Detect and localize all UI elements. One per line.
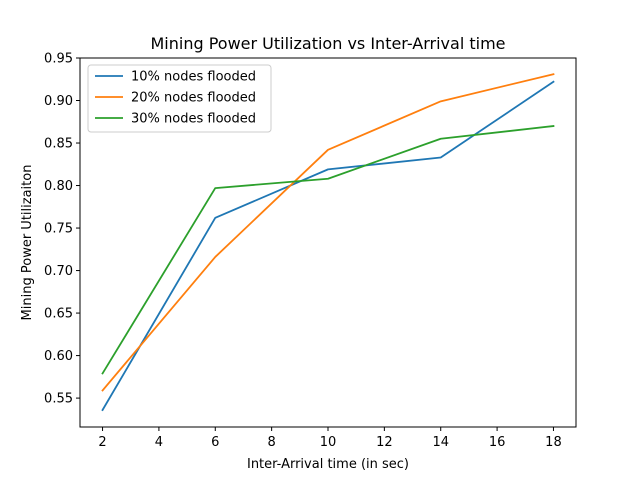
- x-tick-label: 2: [98, 435, 106, 450]
- y-tick-label: 0.90: [44, 94, 73, 109]
- x-tick-label: 10: [320, 435, 337, 450]
- legend-box: [87, 64, 272, 133]
- y-tick-label: 0.85: [44, 137, 73, 152]
- x-tick-label: 16: [489, 435, 506, 450]
- x-tick-label: 8: [267, 435, 275, 450]
- y-tick-label: 0.65: [44, 307, 73, 322]
- legend: 10% nodes flooded 20% nodes flooded 30% no…: [87, 64, 272, 133]
- y-axis-ticks: 0.55 0.60 0.65 0.70 0.75 0.80 0.85 0.90 0.95: [44, 52, 80, 407]
- y-tick-label: 0.75: [44, 222, 73, 237]
- x-axis-label: Inter-Arrival time (in sec): [247, 457, 409, 472]
- series-lines: [101, 73, 555, 412]
- x-tick-label: 4: [155, 435, 163, 450]
- y-tick-label: 0.60: [44, 349, 73, 364]
- series-line-2: [101, 73, 555, 392]
- series-line-3: [101, 125, 555, 375]
- legend-label-3: 30% nodes flooded: [131, 112, 256, 127]
- y-tick-label: 0.80: [44, 179, 73, 194]
- legend-label-1: 10% nodes flooded: [131, 70, 256, 85]
- chart-title: Mining Power Utilization vs Inter-Arriva…: [151, 34, 506, 53]
- x-tick-label: 14: [432, 435, 449, 450]
- x-tick-label: 12: [376, 435, 393, 450]
- x-tick-label: 18: [545, 435, 562, 450]
- y-tick-label: 0.70: [44, 264, 73, 279]
- y-axis-label: Mining Power Utilizaiton: [20, 165, 35, 321]
- y-tick-label: 0.55: [44, 392, 73, 407]
- series-line-1: [101, 80, 555, 412]
- x-axis-ticks: 2 4 6 8 10 12 14 16 18: [98, 427, 562, 450]
- legend-label-2: 20% nodes flooded: [131, 91, 256, 106]
- y-tick-label: 0.95: [44, 52, 73, 67]
- x-tick-label: 6: [211, 435, 219, 450]
